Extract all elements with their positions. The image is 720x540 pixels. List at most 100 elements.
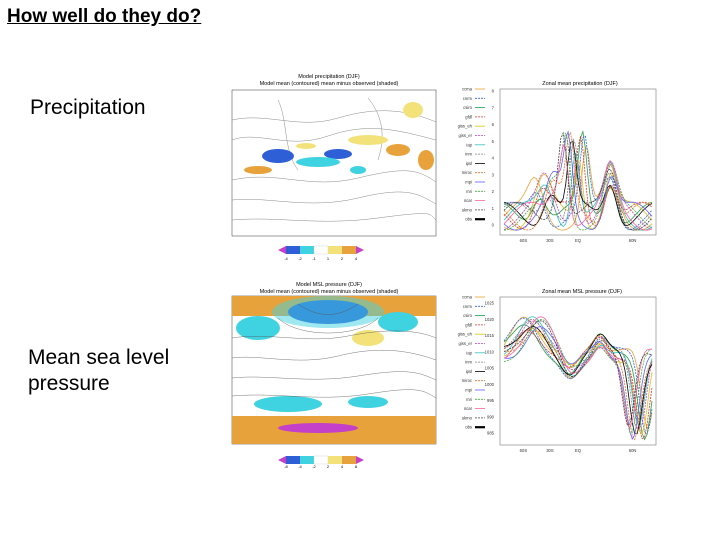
mslp-map-shading <box>232 296 436 444</box>
legend-entry: iap <box>466 142 472 147</box>
legend-entry: ipsl <box>466 161 472 166</box>
mslp-map-figure: Model MSL pressure (DJF) Model mean (con… <box>231 282 437 468</box>
y-tick-label: 1020 <box>485 317 495 322</box>
model-curve <box>503 316 653 429</box>
precip-colorbar-tick: 1 <box>327 256 330 260</box>
precip-colorbar-tick: -2 <box>298 256 302 260</box>
mslp-colorbar-tick: 4 <box>341 464 344 468</box>
y-tick-label: 4 <box>492 156 495 161</box>
model-curve <box>503 317 653 435</box>
legend-entry: ipsl <box>466 369 472 374</box>
y-tick-label: 1000 <box>485 382 495 387</box>
mslp-zonal-title: Zonal mean MSL pressure (DJF) <box>542 289 622 295</box>
x-tick-label: EQ <box>575 238 582 243</box>
precip-colorbar-tick: 2 <box>341 256 344 260</box>
mslp-zonal-curves <box>503 316 653 441</box>
legend-entry: mri <box>466 397 472 402</box>
mslp-colorbar-tick: 2 <box>327 464 330 468</box>
legend-entry: ccma <box>462 295 473 300</box>
x-tick-label: 60N <box>629 238 637 243</box>
legend-entry: cnrm <box>463 96 473 101</box>
mslp-zonal-yticks: 1025 1020 1015 1010 1005 1000 995 990 985 <box>485 301 495 436</box>
legend-entry: cnrm <box>463 304 473 309</box>
precip-map-figure: Model precipitation (DJF) Model mean (co… <box>231 74 437 260</box>
mslp-colorbar-tick: -4 <box>298 464 302 468</box>
y-tick-label: 1025 <box>485 301 495 306</box>
mslp-label-line2: pressure <box>28 372 110 395</box>
precip-map-title1: Model precipitation (DJF) <box>298 74 360 80</box>
y-tick-label: 8 <box>492 89 495 94</box>
y-tick-label: 1015 <box>485 333 495 338</box>
legend-entry: inm <box>465 360 472 365</box>
y-tick-label: 990 <box>487 414 495 419</box>
model-curve <box>503 131 653 231</box>
y-tick-label: 1005 <box>485 366 495 371</box>
mslp-map-colorbar <box>278 455 364 465</box>
legend-entry: miroc <box>462 378 472 383</box>
y-tick-label: 3 <box>492 172 495 177</box>
legend-entry: giss_er <box>459 133 473 138</box>
precip-zonal-title: Zonal mean precipitation (DJF) <box>542 81 618 87</box>
y-tick-label: 995 <box>487 398 495 403</box>
y-tick-label: 0 <box>492 223 495 228</box>
mslp-colorbar-tick: -8 <box>284 464 288 468</box>
model-curve <box>503 136 653 230</box>
mslp-label: Mean sea level pressure <box>28 345 169 397</box>
legend-entry: miroc <box>462 170 472 175</box>
legend-entry: giss_er <box>459 341 473 346</box>
precip-map-colorbar <box>278 245 364 255</box>
model-curve <box>503 130 653 231</box>
legend-entry: gfdl <box>465 322 472 327</box>
x-tick-label: 60S <box>520 448 528 453</box>
mslp-label-line1: Mean sea level <box>28 346 170 369</box>
precip-zonal-yticks: 8 7 6 5 4 3 2 1 0 <box>492 89 495 228</box>
legend-entry: ncar <box>464 198 473 203</box>
legend-entry: csiro <box>463 105 473 110</box>
model-curve <box>503 316 653 429</box>
model-curve <box>503 326 653 440</box>
model-curve <box>503 324 653 441</box>
precip-zonal-curves <box>503 130 653 231</box>
mslp-colorbar-tick: 8 <box>355 464 358 468</box>
model-curve <box>503 330 653 441</box>
legend-entry: ccma <box>462 87 473 92</box>
x-tick-label: 60N <box>629 448 637 453</box>
model-curve <box>503 320 653 426</box>
y-tick-label: 985 <box>487 431 495 436</box>
legend-entry: mpi <box>465 388 472 393</box>
precip-zonal-figure: Zonal mean precipitation (DJF) ccma cnrm c… <box>458 81 657 243</box>
legend-entry: ncar <box>464 406 473 411</box>
model-curve <box>503 326 653 435</box>
precipitation-label: Precipitation <box>30 96 146 119</box>
legend-entry: obs <box>465 425 472 430</box>
x-tick-label: 30S <box>546 448 554 453</box>
mslp-map-contours <box>231 303 437 399</box>
legend-entry: iap <box>466 350 472 355</box>
slide-title: How well do they do? <box>7 6 202 27</box>
precip-colorbar-tick: -1 <box>312 256 316 260</box>
precip-map-shading <box>244 102 434 174</box>
mslp-zonal-figure: Zonal mean MSL pressure (DJF) ccma cnrm cs… <box>458 289 657 453</box>
precip-zonal-xticks: 60S 30S EQ 60N <box>520 238 637 243</box>
legend-entry: ukmo <box>462 415 473 420</box>
mslp-map-title2: Model mean (contoured) mean minus observ… <box>260 289 399 295</box>
y-tick-label: 1010 <box>485 349 495 354</box>
model-curve <box>503 330 653 440</box>
model-curve <box>503 131 653 231</box>
x-tick-label: 30S <box>546 238 554 243</box>
model-curve <box>503 143 653 231</box>
model-curve <box>503 135 653 230</box>
legend-entry: inm <box>465 152 472 157</box>
y-tick-label: 5 <box>492 139 495 144</box>
legend-entry: mpi <box>465 180 472 185</box>
y-tick-label: 7 <box>492 105 495 110</box>
legend-entry: obs <box>465 217 472 222</box>
model-curve <box>503 318 653 430</box>
precip-map-title2: Model mean (contoured) mean minus observ… <box>260 81 399 87</box>
y-tick-label: 6 <box>492 122 495 127</box>
x-tick-label: EQ <box>575 448 582 453</box>
mslp-colorbar-tick: -2 <box>312 464 316 468</box>
mslp-map-title1: Model MSL pressure (DJF) <box>296 282 362 288</box>
